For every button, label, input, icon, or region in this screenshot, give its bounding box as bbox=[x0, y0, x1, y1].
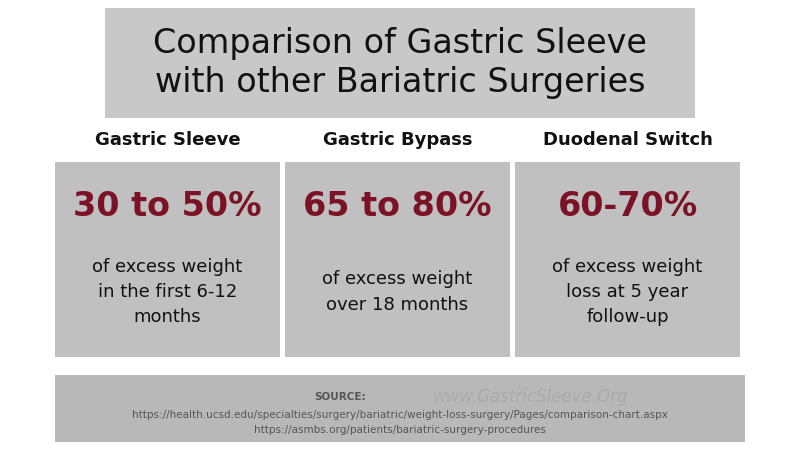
Text: https://health.ucsd.edu/specialties/surgery/bariatric/weight-loss-surgery/Pages/: https://health.ucsd.edu/specialties/surg… bbox=[132, 410, 668, 435]
Text: SOURCE:: SOURCE: bbox=[314, 392, 366, 401]
Text: www.GastricSleeve.Org: www.GastricSleeve.Org bbox=[432, 387, 628, 405]
FancyBboxPatch shape bbox=[515, 162, 740, 357]
Text: of excess weight
in the first 6-12
months: of excess weight in the first 6-12 month… bbox=[93, 258, 243, 326]
Text: Comparison of Gastric Sleeve
with other Bariatric Surgeries: Comparison of Gastric Sleeve with other … bbox=[153, 27, 647, 99]
Text: Duodenal Switch: Duodenal Switch bbox=[543, 131, 713, 149]
Text: Gastric Sleeve: Gastric Sleeve bbox=[95, 131, 240, 149]
Text: Gastric Bypass: Gastric Bypass bbox=[323, 131, 472, 149]
Text: 65 to 80%: 65 to 80% bbox=[304, 190, 491, 224]
FancyBboxPatch shape bbox=[285, 162, 510, 357]
Text: 60-70%: 60-70% bbox=[558, 190, 698, 224]
FancyBboxPatch shape bbox=[55, 162, 280, 357]
Text: 30 to 50%: 30 to 50% bbox=[74, 190, 262, 224]
FancyBboxPatch shape bbox=[105, 8, 695, 118]
Text: of excess weight
loss at 5 year
follow-up: of excess weight loss at 5 year follow-u… bbox=[552, 258, 702, 326]
Text: of excess weight
over 18 months: of excess weight over 18 months bbox=[322, 270, 473, 314]
FancyBboxPatch shape bbox=[55, 375, 745, 442]
